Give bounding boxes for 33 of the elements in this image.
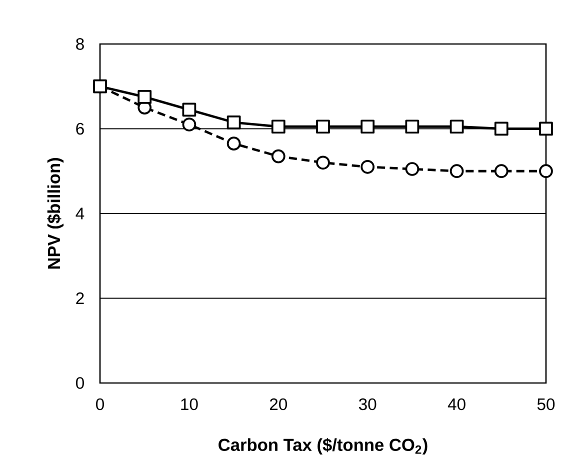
point [539, 122, 553, 136]
y-tick-label: 4 [76, 208, 84, 220]
point [539, 164, 553, 178]
point [494, 164, 508, 178]
point [182, 102, 196, 117]
point [226, 115, 241, 130]
x-axis-title: Carbon Tax ($/tonne CO$_{2}$) [218, 438, 428, 454]
point [450, 164, 464, 178]
point [271, 120, 286, 134]
point [494, 122, 508, 136]
point [138, 90, 152, 104]
y-axis-title: NPV ($billion) [47, 158, 64, 269]
x-tick-label: 10 [181, 398, 198, 410]
point [316, 120, 330, 134]
y-tick-label: 0 [76, 377, 84, 389]
point [360, 120, 375, 134]
point [360, 160, 375, 174]
point [405, 120, 420, 134]
y-tick-label: 8 [76, 38, 84, 50]
x-tick-label: 50 [537, 398, 555, 410]
y-tick-label: 6 [76, 122, 84, 135]
point [316, 156, 330, 170]
point [226, 136, 241, 151]
x-tick-label: 20 [270, 398, 288, 410]
x-tick-label: 30 [358, 398, 376, 410]
y-tick-label: 2 [76, 292, 84, 304]
x-tick-label: 0 [96, 398, 104, 410]
point [271, 149, 286, 164]
point [405, 162, 420, 176]
point [450, 120, 464, 134]
point [182, 118, 196, 132]
x-tick-label: 40 [448, 398, 466, 410]
point [93, 79, 107, 94]
